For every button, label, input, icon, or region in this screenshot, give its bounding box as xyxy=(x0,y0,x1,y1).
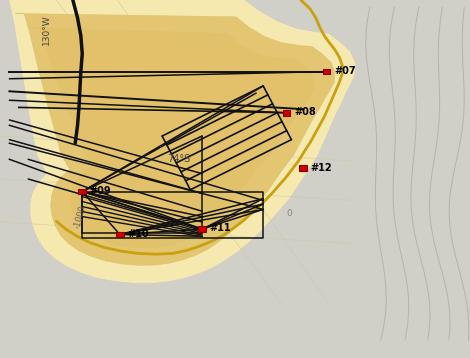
Bar xyxy=(198,226,206,232)
Polygon shape xyxy=(0,0,355,283)
Bar xyxy=(299,165,307,171)
Text: #11: #11 xyxy=(210,223,231,233)
Bar xyxy=(283,110,290,116)
Text: #12: #12 xyxy=(311,163,332,173)
Text: #09: #09 xyxy=(90,186,111,196)
Polygon shape xyxy=(62,54,275,213)
Text: 74°S: 74°S xyxy=(167,154,190,164)
Polygon shape xyxy=(80,70,251,193)
Text: #07: #07 xyxy=(334,66,356,76)
Bar xyxy=(116,232,124,237)
Text: 130°W: 130°W xyxy=(41,14,51,45)
Text: #10: #10 xyxy=(127,229,149,239)
Polygon shape xyxy=(0,0,355,283)
Text: #08: #08 xyxy=(294,107,316,117)
Bar xyxy=(78,189,86,194)
Polygon shape xyxy=(99,87,228,173)
Polygon shape xyxy=(31,27,315,248)
Polygon shape xyxy=(16,14,335,265)
Bar xyxy=(323,69,330,74)
Text: -1000: -1000 xyxy=(73,204,88,229)
Text: 0: 0 xyxy=(287,208,292,218)
Polygon shape xyxy=(46,40,295,230)
